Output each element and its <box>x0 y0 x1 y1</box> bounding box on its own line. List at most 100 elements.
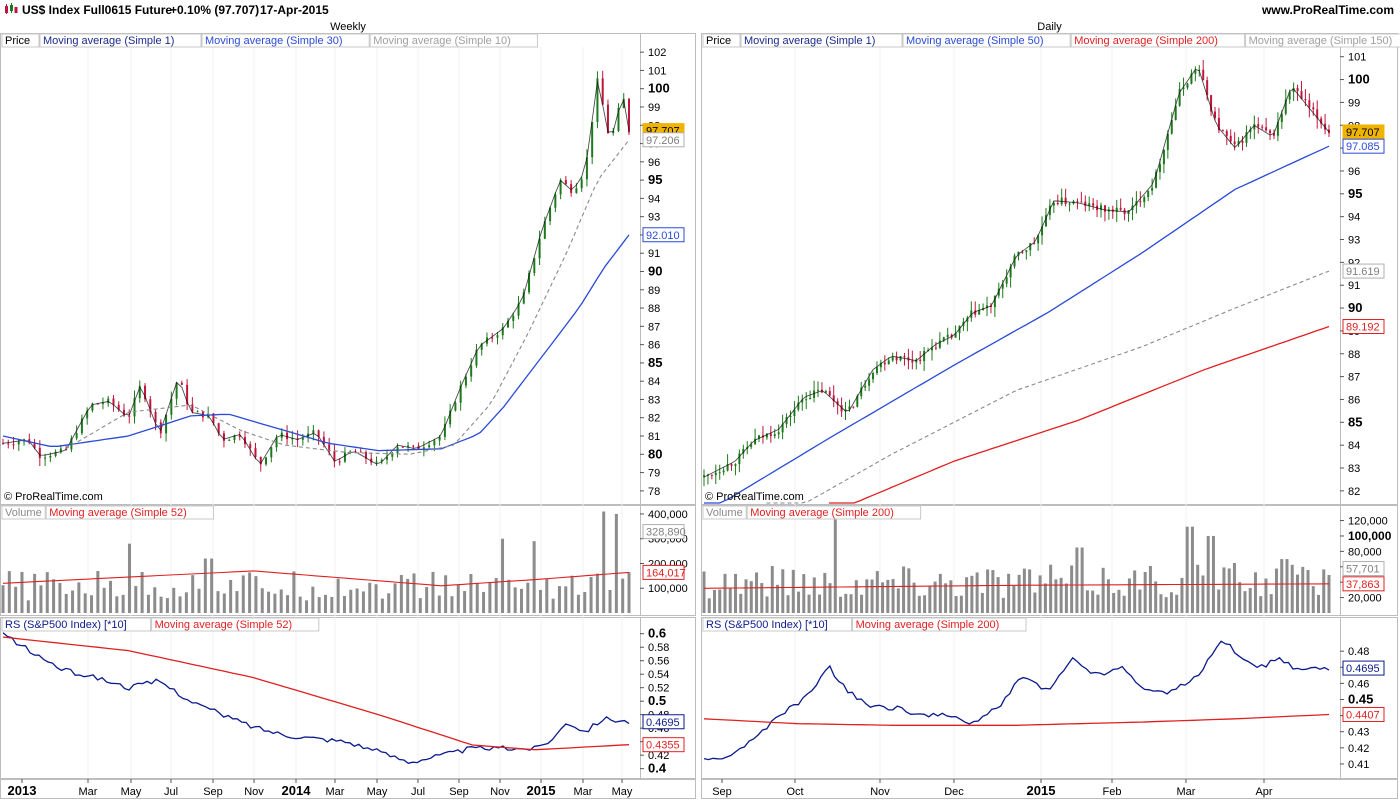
daily-rs-value-tag-label: 0.4407 <box>1346 709 1380 721</box>
weekly-volume-legend-item[interactable]: Volume <box>5 507 42 519</box>
weekly-date-label: 2015 <box>527 783 556 798</box>
weekly-candle-body <box>617 108 620 131</box>
weekly-price-tick-label: 93 <box>648 212 660 224</box>
weekly-volume-bar <box>210 558 214 613</box>
daily-volume-bar <box>949 580 953 613</box>
weekly-price-legend-box[interactable] <box>201 33 370 48</box>
daily-volume-bar <box>765 596 769 613</box>
daily-candle-body <box>809 397 812 400</box>
weekly-pane[interactable]: Weekly7879808182838485868788899091929394… <box>0 21 696 799</box>
weekly-volume-bar <box>627 572 631 613</box>
daily-price-legend-item[interactable]: Moving average (Simple 1) <box>744 35 875 47</box>
daily-volume-bar <box>807 594 811 613</box>
weekly-rs-legend-item[interactable]: RS (S&P500 Index) [*10] <box>5 619 127 631</box>
weekly-rs-ma-line <box>2 636 630 751</box>
daily-candle-body <box>1221 130 1224 132</box>
weekly-date-label: Mar <box>326 786 345 798</box>
daily-rs-legend-item[interactable]: RS (S&P500 Index) [*10] <box>706 619 828 631</box>
daily-candle-body <box>1100 205 1103 211</box>
daily-candle-body <box>1276 122 1279 136</box>
weekly-candle-body <box>7 443 10 445</box>
daily-price-legend-item[interactable]: Moving average (Simple 150) <box>1249 35 1393 47</box>
daily-candle-body <box>1162 149 1165 165</box>
daily-price-legend-box[interactable] <box>1070 33 1246 48</box>
daily-volume-bar <box>996 577 1000 613</box>
daily-candle-body <box>1328 129 1330 133</box>
daily-price-legend-box[interactable] <box>740 33 903 48</box>
daily-volume-bar <box>1017 574 1021 613</box>
daily-price-tick-label: 88 <box>1348 349 1360 361</box>
weekly-date-label: Sep <box>449 786 469 798</box>
weekly-candle-body <box>196 411 199 413</box>
weekly-price-tick-label: 87 <box>648 321 660 333</box>
weekly-price-value-tag <box>642 132 685 148</box>
weekly-volume-bar <box>90 595 94 613</box>
weekly-candle-body <box>591 122 594 158</box>
weekly-rs-legend-box[interactable] <box>1 617 152 632</box>
daily-rs-legend-box[interactable] <box>852 617 1027 632</box>
daily-price-tick-label: 90 <box>1348 300 1362 315</box>
daily-price-legend-item[interactable]: Moving average (Simple 200) <box>1074 35 1218 47</box>
daily-price-legend-item[interactable]: Price <box>706 35 731 47</box>
daily-rs-legend-item[interactable]: Moving average (Simple 200) <box>856 619 1000 631</box>
daily-price-legend-box[interactable] <box>1245 33 1400 48</box>
weekly-candle-body <box>343 452 346 462</box>
weekly-price-legend-item[interactable]: Moving average (Simple 10) <box>373 35 511 47</box>
daily-pane[interactable]: Daily82838485868788899091929394959697989… <box>701 21 1400 799</box>
weekly-candle-body <box>543 221 546 239</box>
daily-volume-bar <box>959 595 963 613</box>
weekly-price-legend-item[interactable]: Price <box>5 35 30 47</box>
daily-volume-legend-box[interactable] <box>746 505 922 520</box>
daily-candle-body <box>1068 203 1071 205</box>
weekly-volume-bar <box>260 588 264 613</box>
weekly-volume-bar <box>235 591 239 613</box>
weekly-volume-bar <box>305 600 309 613</box>
weekly-rs-value-tag <box>642 737 685 753</box>
weekly-price-legend-box[interactable] <box>369 33 538 48</box>
daily-candle-body <box>781 424 784 433</box>
weekly-volume-legend-box[interactable] <box>1 505 46 520</box>
weekly-volume-ma-line <box>2 570 630 587</box>
daily-price-value-tag <box>1342 319 1385 335</box>
weekly-price-legend-item[interactable]: Moving average (Simple 1) <box>43 35 174 47</box>
weekly-rs-tick-label: 0.52 <box>648 683 669 695</box>
site-link[interactable]: www.ProRealTime.com <box>1261 3 1394 17</box>
weekly-volume-legend-box[interactable] <box>45 505 214 520</box>
daily-candle-body <box>1115 207 1118 212</box>
weekly-rs-legend-box[interactable] <box>151 617 320 632</box>
daily-volume-bar <box>1196 564 1200 613</box>
weekly-volume-bar <box>595 573 599 613</box>
weekly-rs-tick-label: 0.58 <box>648 642 669 654</box>
daily-volume-bar <box>1101 567 1105 613</box>
daily-volume-bar <box>917 595 921 613</box>
daily-volume-bar <box>928 585 932 613</box>
daily-candle-body <box>986 305 989 309</box>
daily-candle-body <box>942 337 945 341</box>
daily-date-label: Oct <box>786 786 803 798</box>
weekly-rs-tick-label: 0.54 <box>648 669 669 681</box>
daily-rs-legend-box[interactable] <box>702 617 853 632</box>
weekly-price-legend-box[interactable] <box>39 33 202 48</box>
daily-price-legend-box[interactable] <box>702 33 741 48</box>
daily-price-legend-box[interactable] <box>902 33 1071 48</box>
weekly-volume-bar <box>361 591 365 613</box>
daily-volume-legend-box[interactable] <box>702 505 747 520</box>
weekly-rs-tick-label: 0.5 <box>648 693 666 708</box>
weekly-volume-bar <box>1 585 5 613</box>
weekly-price-legend-item[interactable]: Moving average (Simple 30) <box>205 35 343 47</box>
weekly-price-legend-box[interactable] <box>1 33 40 48</box>
daily-volume-bar <box>1012 586 1016 613</box>
weekly-price-tick-label: 94 <box>648 193 660 205</box>
daily-price-legend-item[interactable]: Moving average (Simple 50) <box>906 35 1044 47</box>
daily-price-value-tag-label: 97.085 <box>1346 141 1380 153</box>
weekly-rs-legend-item[interactable]: Moving average (Simple 52) <box>155 619 293 631</box>
daily-candle-body <box>1151 187 1154 191</box>
daily-volume-legend-item[interactable]: Volume <box>706 507 743 519</box>
weekly-volume-legend-item[interactable]: Moving average (Simple 52) <box>49 507 187 519</box>
daily-rs-value-tag <box>1342 706 1385 722</box>
daily-volume-legend-item[interactable]: Moving average (Simple 200) <box>750 507 894 519</box>
daily-candle-body <box>1257 124 1260 127</box>
weekly-volume-bar <box>374 584 378 613</box>
weekly-volume-bar <box>26 600 30 613</box>
